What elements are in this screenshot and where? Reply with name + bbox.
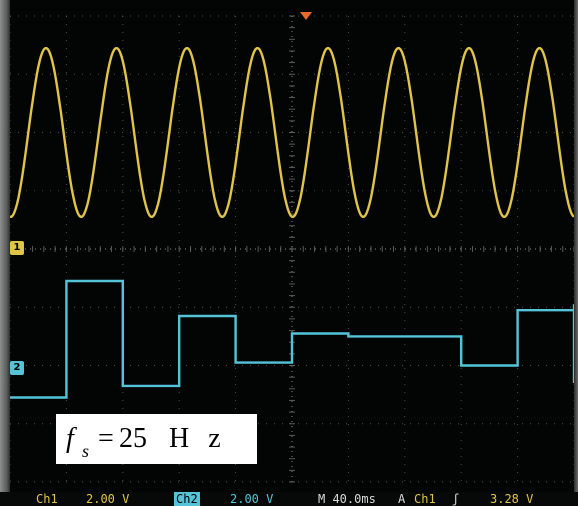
sample-rate-annotation: f s = 25 H z — [56, 414, 257, 464]
scope-display — [10, 0, 574, 492]
left-bezel — [0, 0, 10, 506]
ch1-label[interactable]: Ch1 — [36, 492, 58, 506]
annotation-unit: H z — [169, 423, 227, 454]
ch1-waveform — [10, 47, 574, 219]
ch1-scale: 2.00 V — [86, 492, 130, 506]
timebase-readout: M 40.0ms — [318, 492, 376, 506]
right-bezel — [574, 0, 578, 506]
trigger-slope-icon: ʃ — [452, 492, 460, 506]
waveform-plot — [10, 15, 574, 483]
annotation-value: 25 — [119, 423, 147, 454]
acquisition-mode: A — [398, 492, 406, 506]
ch2-scale: 2.00 V — [230, 492, 274, 506]
ch1-ground-marker[interactable]: 1 — [10, 241, 24, 255]
graticule — [10, 15, 574, 483]
trigger-source: Ch1 — [414, 492, 436, 506]
status-bar: Ch1 2.00 V Ch2 2.00 V M 40.0ms A Ch1 ʃ 3… — [0, 492, 578, 506]
annotation-subscript: s — [82, 441, 90, 461]
trigger-level: 3.28 V — [490, 492, 534, 506]
ch2-waveform — [10, 279, 574, 399]
trigger-position-marker[interactable] — [300, 12, 312, 20]
ch2-label[interactable]: Ch2 — [174, 492, 200, 506]
annotation-symbol: f — [66, 423, 74, 454]
ch2-ground-marker[interactable]: 2 — [10, 361, 24, 375]
annotation-equals: = — [98, 423, 114, 454]
